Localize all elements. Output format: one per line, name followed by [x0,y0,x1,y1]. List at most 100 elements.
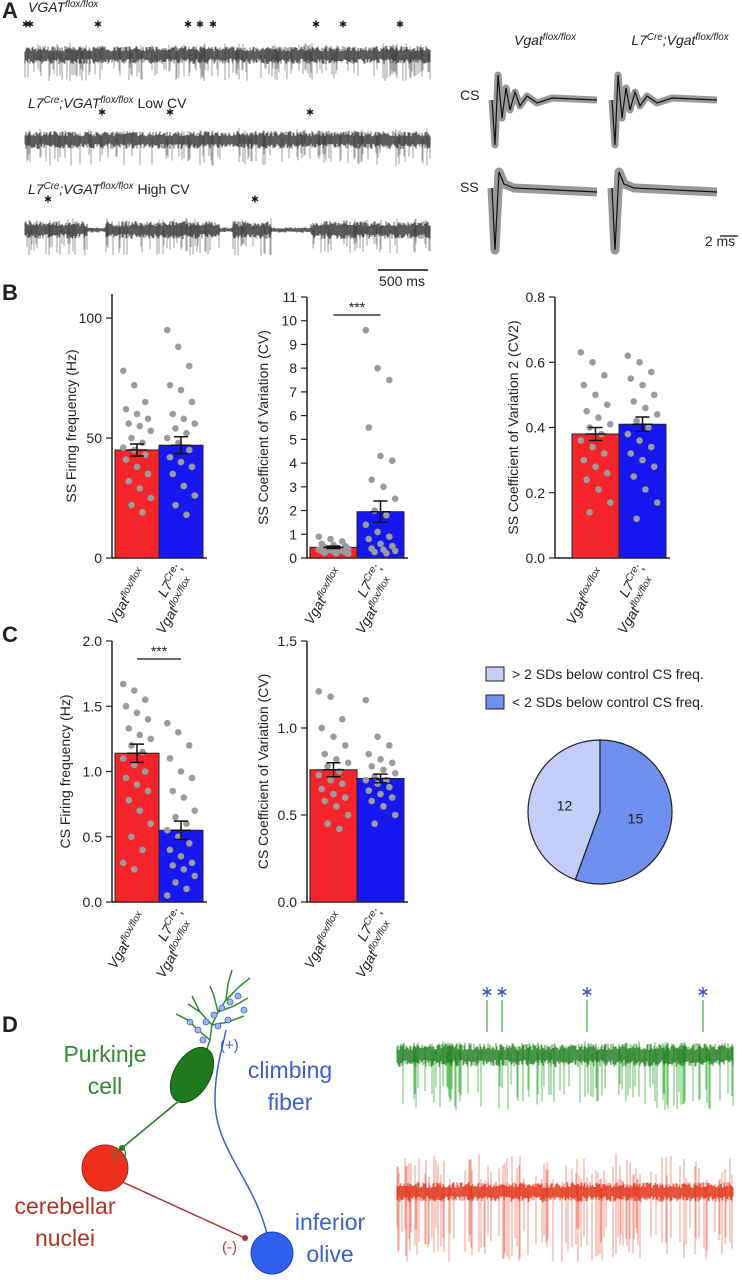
data-point [630,473,637,480]
text-part: L7 [631,32,648,48]
data-point [166,453,174,461]
data-point [368,476,375,484]
data-point [327,535,334,543]
data-point [639,456,646,464]
spike-marker [209,20,217,28]
data-point [191,872,199,880]
data-point [341,742,349,749]
y-tick-label: 6 [289,408,297,424]
row-label: CS [460,87,479,103]
data-point [639,381,646,389]
data-point [327,693,334,700]
text-part: flox/flox [65,0,99,10]
data-point [144,787,152,795]
data-point [595,414,602,422]
spike-marker [306,108,314,116]
text-part: flox/flox [695,32,729,43]
data-point [388,542,396,550]
x-tick-label: Vgatflox/flox [104,564,150,627]
data-point [180,794,188,801]
label: cerebellar [15,1193,116,1219]
data-point [172,813,179,821]
y-tick-label: 0.4 [526,420,546,436]
data-point [365,535,373,543]
data-point [595,486,602,493]
data-point [136,485,144,492]
data-point [371,548,378,556]
data-point [136,731,144,739]
data-point [341,794,349,801]
text-part: ;VGAT [59,95,101,111]
data-point [636,437,643,444]
text-part: flox/flox [315,908,342,943]
data-point [386,742,393,749]
data-point [141,768,149,775]
trace-label: L7Cre;VGATflox/flox Low CV [28,95,187,112]
data-point [139,846,146,854]
data-point [645,424,652,431]
data-point [371,820,378,827]
data-point [586,509,593,516]
data-point [191,807,199,814]
error-bar [171,820,191,841]
data-point [163,826,171,834]
scale-label: 2 ms [705,233,735,249]
y-tick-label: 0.5 [278,807,298,823]
spike-marker [698,987,708,997]
data-point [122,702,130,710]
panel-label: B [2,280,18,305]
data-point [185,446,193,454]
text-part: flox/flox [118,908,145,943]
data-point [315,771,323,779]
x-tick-label: Vgatflox/flox [300,564,346,627]
data-point [344,550,352,558]
data-point [383,511,390,519]
text-part: flox/flox [100,95,134,106]
y-tick-label: 0.8 [526,289,546,305]
x-tick-label: L7Cre; [353,905,385,944]
spike-marker [98,108,106,116]
y-tick-label: 4 [289,455,297,471]
data-point [136,422,144,430]
error-bar [370,773,391,784]
panel-label: A [2,0,18,23]
y-axis-label: CS Firing frequency (Hz) [57,694,73,848]
data-point [188,859,196,867]
trace-band [24,131,431,149]
y-tick-label: 0.0 [526,550,546,566]
data-point [324,820,331,827]
data-point [119,859,127,867]
data-point [185,839,193,847]
y-tick-label: 8 [289,360,297,376]
waveform [491,171,598,251]
data-point [391,495,399,502]
text-part: ;Vgat [663,32,697,48]
data-point [169,410,177,418]
data-point [380,483,387,491]
column-label: Vgatflox/flox [514,32,577,49]
data-point [365,750,373,758]
trace-spikes [26,218,431,256]
data-point [180,866,188,873]
y-tick-label: 2 [289,503,297,519]
text-part: VGAT [28,0,67,15]
spike-marker [497,987,507,997]
data-point [188,774,196,782]
waveform-sd [487,167,598,255]
data-point [374,780,381,787]
sign: (-) [222,1239,237,1256]
data-point [333,756,340,763]
data-point [185,362,193,370]
legend-swatch [485,666,505,682]
y-tick-label: 9 [289,336,297,352]
bar [158,829,204,903]
data-point [589,358,596,366]
spike-marker [184,20,192,28]
data-point [166,381,174,389]
error-bar [323,545,344,550]
y-tick-label: 11 [282,289,297,305]
data-point [183,885,190,893]
y-tick-label: 0.0 [278,894,298,910]
y-tick-label: 1.5 [83,698,103,714]
